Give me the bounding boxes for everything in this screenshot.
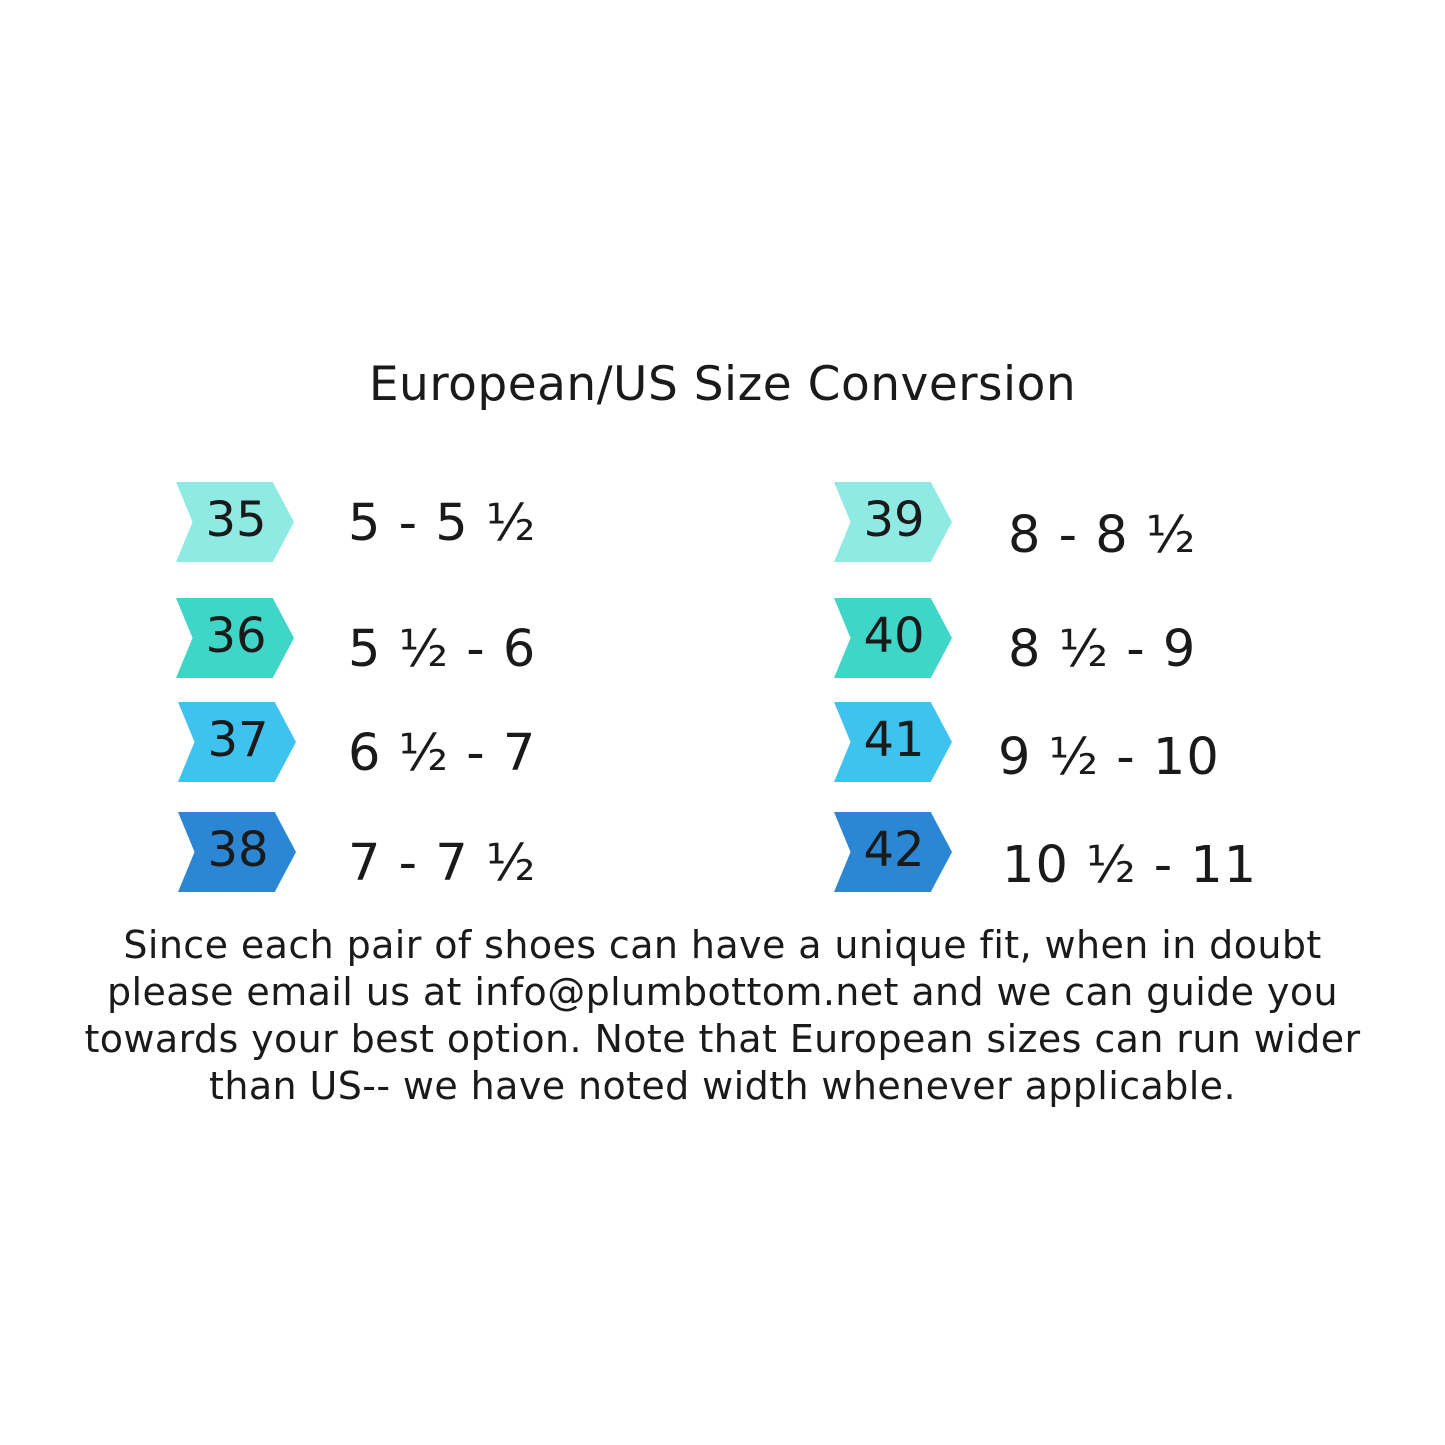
us-size-value: 7 - 7 ½ — [348, 834, 537, 893]
us-size-value: 5 ½ - 6 — [348, 620, 537, 679]
eu-size-label: 41 — [863, 712, 925, 768]
us-size-value: 9 ½ - 10 — [998, 728, 1220, 787]
size-row-37: 37 6 ½ - 7 — [178, 702, 578, 783]
eu-size-tag — [834, 702, 952, 782]
size-row-41: 41 9 ½ - 10 — [834, 702, 1254, 787]
size-row-35: 35 5 - 5 ½ — [176, 482, 576, 562]
eu-size-label: 37 — [207, 712, 269, 768]
eu-size-tag — [176, 598, 294, 678]
eu-size-tag — [176, 482, 294, 562]
us-size-value: 6 ½ - 7 — [348, 724, 537, 783]
size-row-42: 42 10 ½ - 11 — [834, 812, 1256, 895]
eu-size-label: 35 — [205, 492, 267, 548]
eu-size-tag — [178, 812, 296, 892]
eu-size-tag — [178, 702, 296, 782]
eu-size-label: 39 — [863, 492, 925, 548]
size-row-40: 40 8 ½ - 9 — [834, 598, 1254, 679]
eu-size-tag — [834, 598, 952, 678]
eu-size-label: 36 — [205, 608, 267, 664]
eu-size-label: 40 — [863, 608, 925, 664]
eu-size-tag — [834, 812, 952, 892]
us-size-value: 8 ½ - 9 — [1008, 620, 1197, 679]
size-row-39: 39 8 - 8 ½ — [834, 482, 1254, 565]
us-size-value: 8 - 8 ½ — [1008, 506, 1197, 565]
eu-size-tag — [834, 482, 952, 562]
fit-note: Since each pair of shoes can have a uniq… — [84, 923, 1361, 1108]
size-row-36: 36 5 ½ - 6 — [176, 598, 576, 679]
us-size-value: 10 ½ - 11 — [1002, 836, 1258, 895]
eu-size-label: 38 — [207, 822, 269, 878]
page-title: European/US Size Conversion — [368, 357, 1077, 412]
size-row-38: 38 7 - 7 ½ — [178, 812, 578, 893]
eu-size-label: 42 — [863, 822, 925, 878]
us-size-value: 5 - 5 ½ — [348, 494, 537, 553]
